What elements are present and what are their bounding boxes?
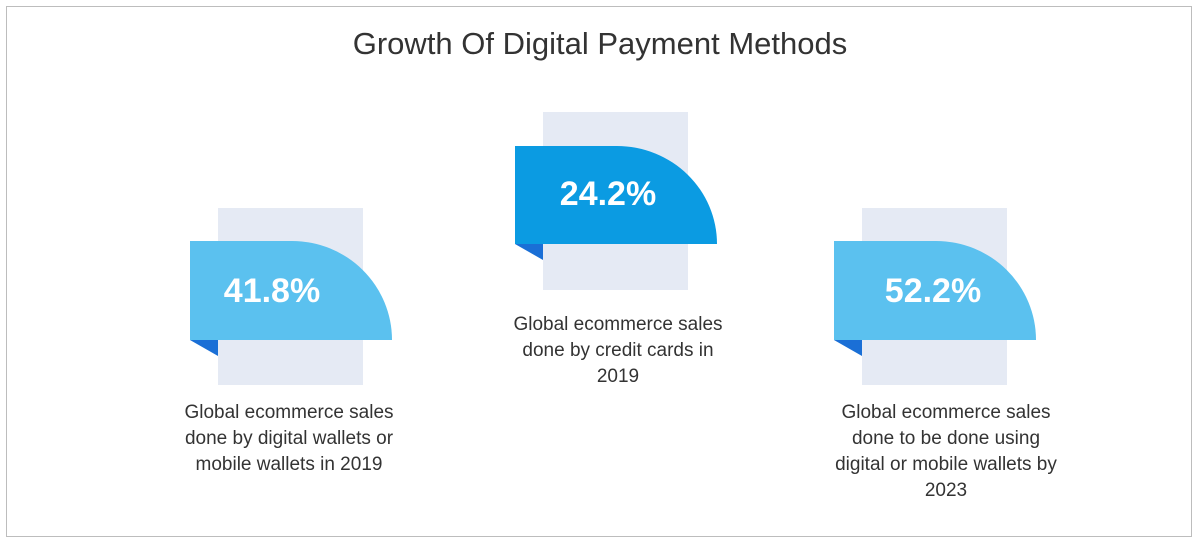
card: 52.2%	[834, 208, 1036, 385]
ribbon	[190, 241, 392, 340]
fold	[834, 340, 862, 356]
card-value: 52.2%	[885, 272, 981, 310]
card: 41.8%	[190, 208, 392, 385]
card-description: Global ecommerce sales done to be done u…	[835, 402, 1057, 501]
card-description: Global ecommerce sales done by credit ca…	[513, 314, 723, 387]
frame	[6, 6, 1192, 537]
fold	[190, 340, 218, 356]
title: Growth Of Digital Payment Methods	[352, 26, 848, 61]
card: 24.2%	[515, 112, 717, 290]
ribbon	[515, 146, 717, 244]
ribbon	[834, 241, 1036, 340]
fold	[515, 244, 543, 260]
card-value: 24.2%	[560, 175, 656, 213]
card-description: Global ecommerce sales done by digital w…	[184, 402, 394, 475]
card-value: 41.8%	[224, 272, 320, 310]
